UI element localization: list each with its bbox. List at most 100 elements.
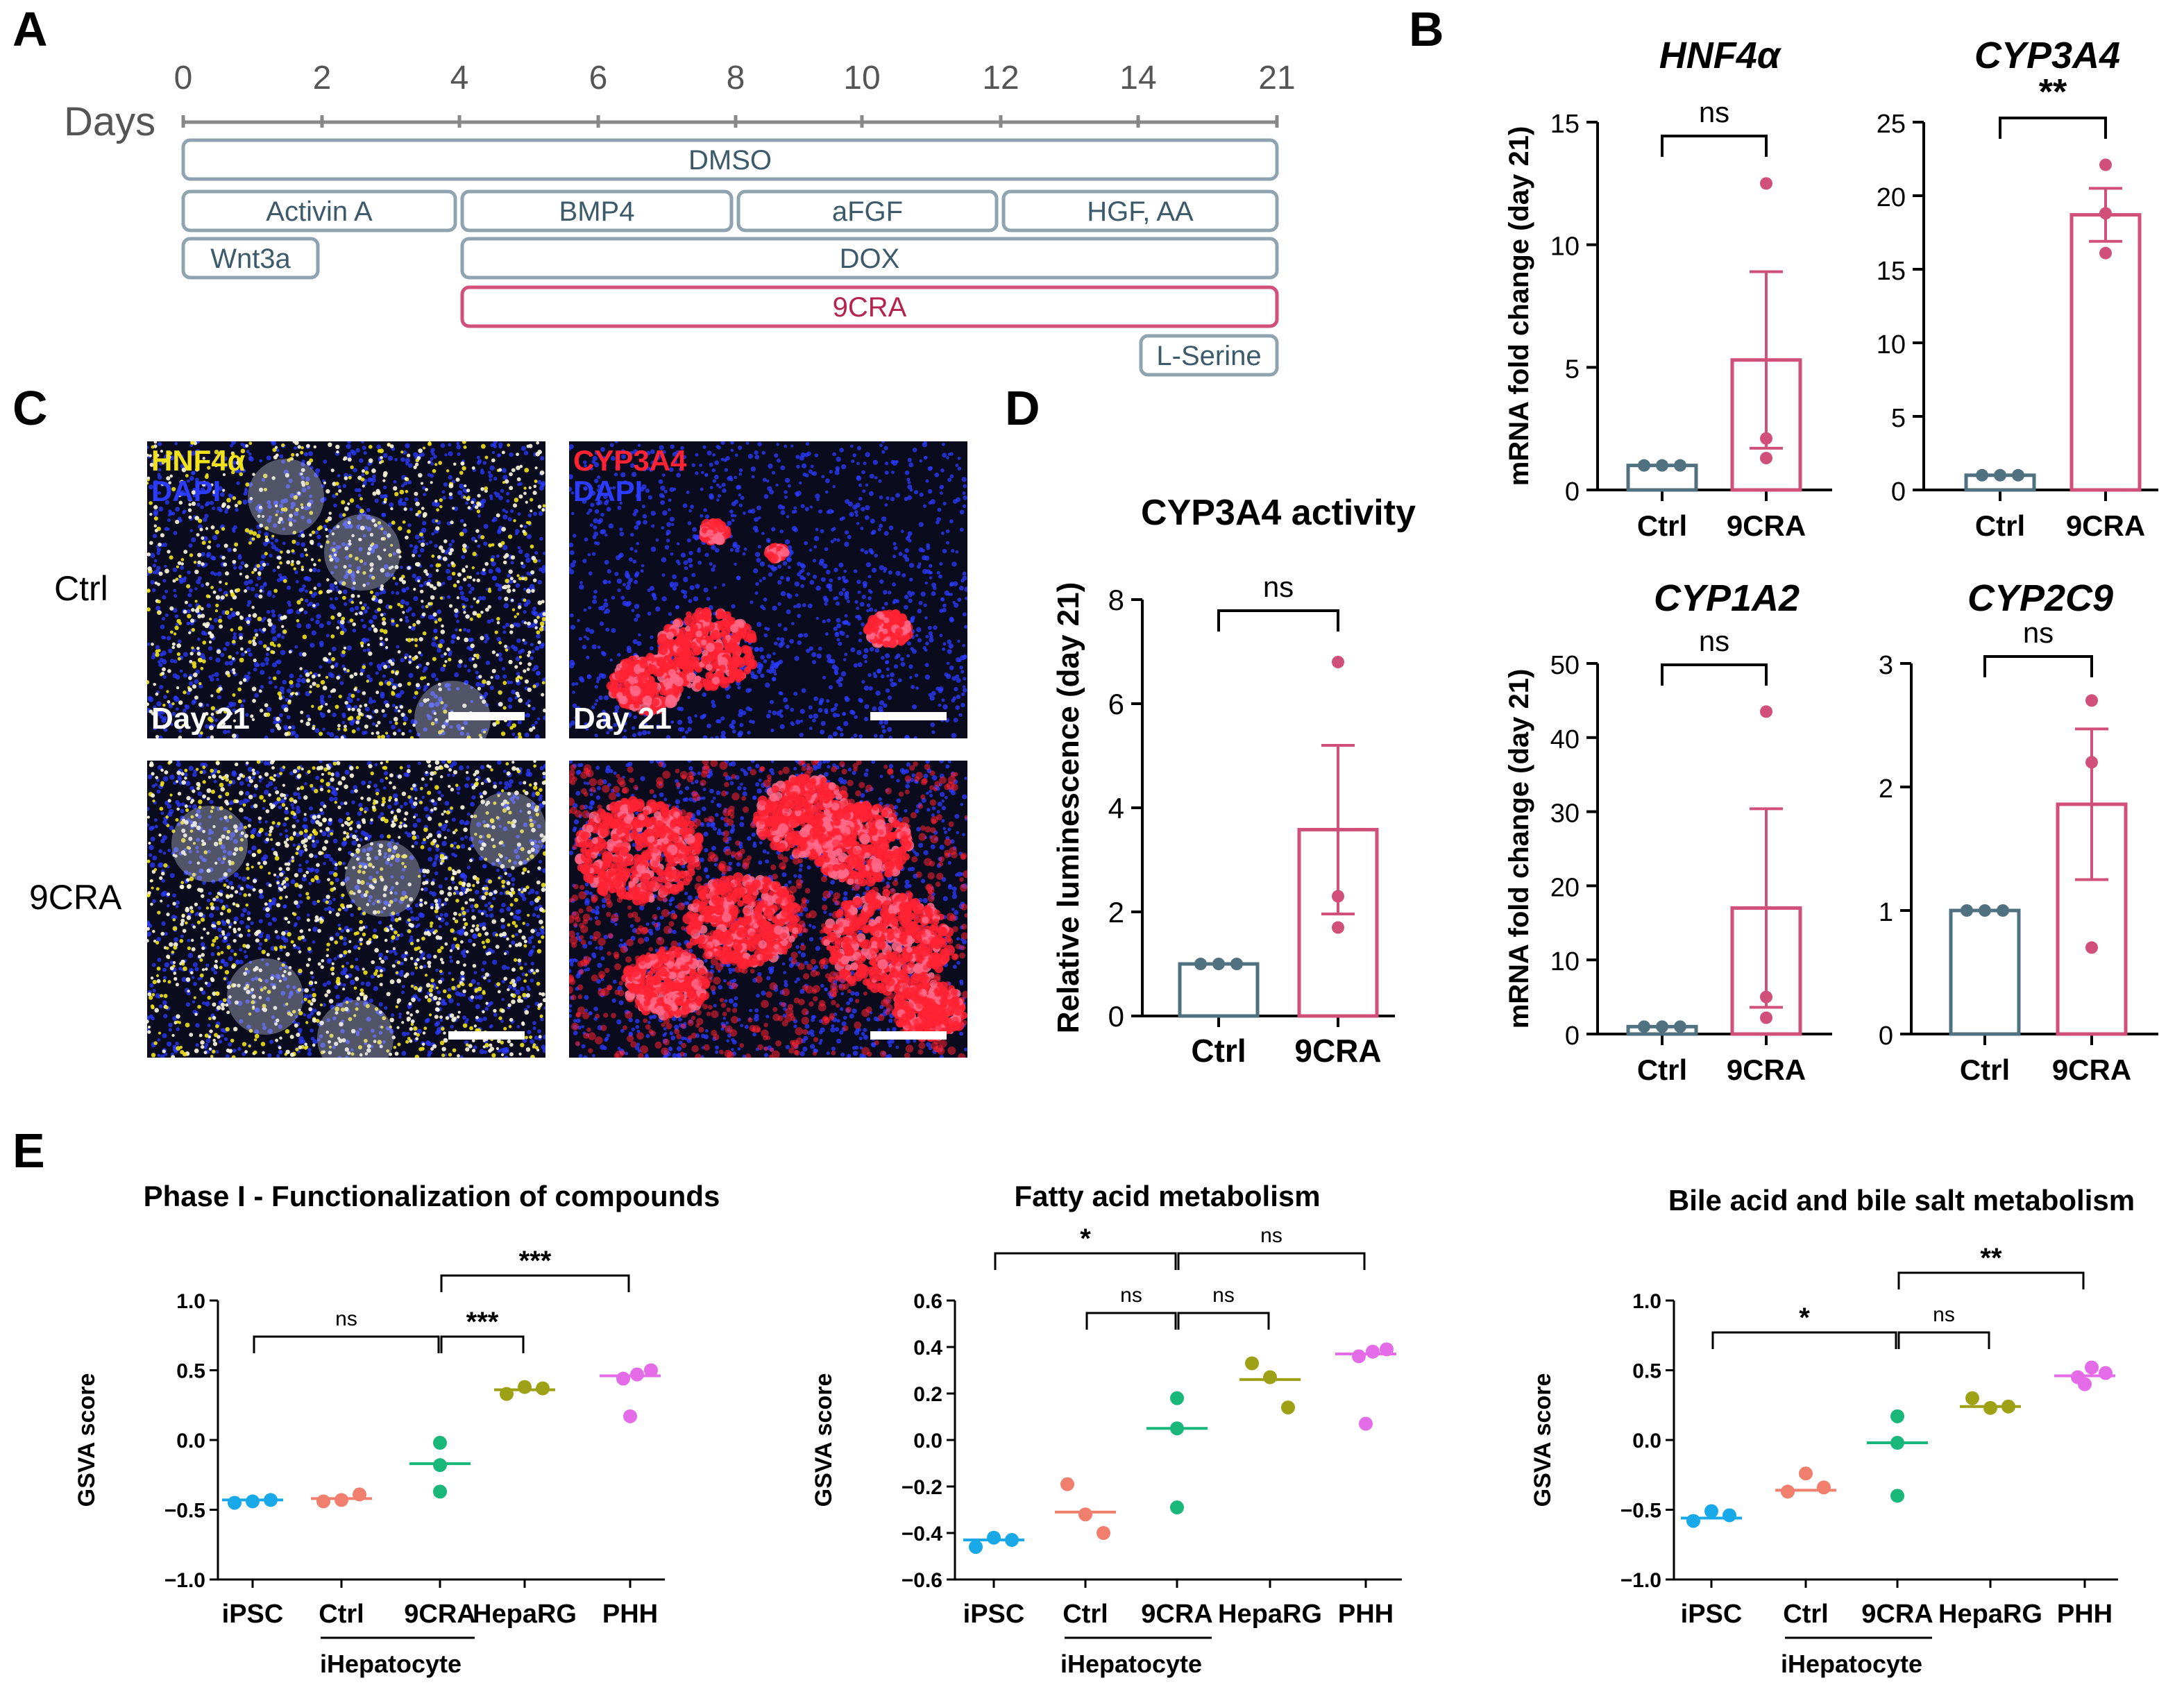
cyp3a4-stain	[725, 634, 731, 641]
hnf4a-dot	[302, 634, 307, 640]
nucleus-dot	[777, 622, 782, 627]
nucleus-dot	[194, 679, 199, 684]
nucleus-dot	[961, 692, 965, 697]
nucleus-dot	[907, 480, 911, 484]
nucleus-dot	[261, 478, 265, 482]
hnf4a-dot	[543, 709, 545, 713]
nucleus-dot	[471, 536, 476, 541]
hnf4a-dot	[188, 502, 192, 507]
data-point	[1212, 958, 1225, 970]
hnf4a-dot	[194, 516, 200, 520]
hnf4a-dot	[437, 582, 442, 587]
hnf4a-dot	[420, 676, 425, 681]
cyp3a4-stain	[718, 657, 728, 668]
nucleus-dot	[238, 565, 243, 570]
nucleus-dot	[664, 545, 670, 550]
hnf4a-dot	[171, 702, 175, 706]
hnf4a-dot	[231, 639, 236, 644]
nucleus-dot	[603, 463, 607, 468]
nucleus-dot	[661, 573, 666, 577]
nucleus-dot	[366, 508, 371, 513]
nucleus-dot	[933, 625, 938, 630]
nucleus-dot	[532, 607, 536, 611]
hnf4a-dot	[465, 565, 468, 568]
nucleus-dot	[680, 552, 686, 558]
nucleus-dot	[518, 650, 523, 654]
cyp3a4-stain	[711, 533, 723, 544]
y-axis-label: GSVA score	[811, 1373, 837, 1507]
nucleus-dot	[366, 527, 372, 532]
hnf4a-dot	[463, 445, 467, 449]
nucleus-dot	[222, 464, 228, 468]
nucleus-dot	[892, 582, 897, 587]
hnf4a-dot	[153, 457, 158, 461]
nucleus-dot	[492, 443, 496, 447]
nucleus-dot	[488, 473, 493, 478]
nucleus-dot	[783, 627, 788, 632]
nucleus-dot	[187, 609, 191, 613]
hnf4a-dot	[384, 731, 389, 735]
hnf4a-dot	[295, 507, 299, 512]
nucleus-dot	[283, 498, 289, 503]
nucleus-dot	[843, 620, 849, 625]
nucleus-dot	[259, 459, 263, 463]
nucleus-dot	[169, 659, 175, 663]
hnf4a-dot	[327, 709, 331, 713]
hnf4a-dot	[258, 594, 263, 599]
nucleus-dot	[616, 465, 621, 469]
hnf4a-dot	[214, 449, 219, 455]
hnf4a-dot	[339, 630, 345, 636]
nucleus-dot	[660, 485, 666, 491]
nucleus-dot	[962, 504, 967, 509]
data-point	[264, 1493, 278, 1507]
nucleus-dot	[536, 480, 542, 484]
y-tick-label: 0	[1565, 477, 1580, 507]
nucleus-dot	[812, 559, 817, 563]
nucleus-dot	[917, 609, 922, 613]
hnf4a-dot	[279, 561, 282, 565]
nucleus-dot	[422, 486, 426, 490]
nucleus-dot	[720, 457, 725, 461]
x-tick-label: Ctrl	[1063, 1600, 1108, 1629]
hnf4a-dot	[176, 565, 179, 568]
data-point	[1994, 468, 2006, 482]
nucleus-dot	[826, 699, 830, 703]
nucleus-dot	[394, 457, 398, 461]
cyp3a4-stain	[642, 695, 653, 706]
nucleus-dot	[727, 520, 732, 526]
nucleus-dot	[688, 509, 693, 513]
hnf4a-dot	[188, 515, 192, 519]
hnf4a-dot	[248, 640, 253, 644]
nucleus-dot	[486, 619, 491, 624]
nucleus-dot	[212, 507, 216, 511]
nucleus-dot	[412, 573, 416, 579]
nucleus-dot	[303, 610, 308, 615]
nucleus-dot	[687, 715, 692, 721]
nucleus-dot	[907, 495, 913, 500]
hnf4a-dot	[352, 622, 357, 627]
nucleus-dot	[414, 534, 420, 540]
nucleus-dot	[408, 729, 412, 733]
hnf4a-dot	[492, 722, 497, 727]
nucleus-dot	[955, 705, 960, 711]
nucleus-dot	[187, 570, 191, 575]
hnf4a-dot	[319, 590, 323, 595]
hnf4a-dot	[505, 553, 509, 558]
nucleus-dot	[684, 730, 689, 734]
nucleus-dot	[456, 444, 462, 450]
hnf4a-dot	[364, 471, 369, 475]
hnf4a-dot	[310, 558, 314, 561]
nucleus-dot	[593, 518, 598, 524]
cyp3a4-stain	[882, 628, 888, 634]
hnf4a-dot	[343, 646, 347, 650]
hnf4a-dot	[498, 702, 503, 707]
hnf4a-dot	[439, 545, 443, 550]
data-point	[1722, 1508, 1736, 1523]
nucleus-dot	[233, 566, 237, 570]
nucleus-dot	[458, 586, 464, 591]
hnf4a-dot	[239, 657, 244, 663]
nucleus-dot	[859, 602, 865, 607]
nucleus-dot	[591, 552, 596, 556]
hnf4a-dot	[397, 602, 401, 607]
nucleus-dot	[918, 600, 923, 605]
